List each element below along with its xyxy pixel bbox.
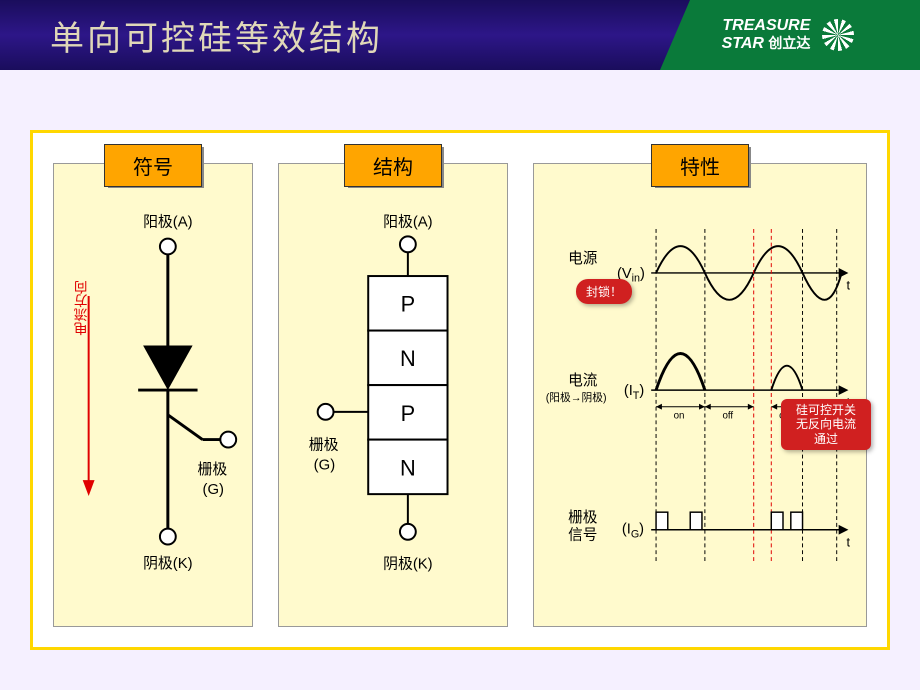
logo-text: TREASURE STAR 创立达	[722, 17, 811, 52]
panel-title: 结构	[344, 144, 442, 187]
label-current-sub: (阳极→阴极)	[546, 391, 607, 404]
cathode-label: 阴极(K)	[383, 555, 433, 572]
content-frame: 符号 符号 阳极(A) 栅极 (G) 阴极(K) 电流方向 结构 结构 阳极(A…	[30, 130, 890, 650]
logo-area: TREASURE STAR 创立达	[660, 0, 920, 70]
logo-icon	[818, 15, 858, 55]
header-bar: 单向可控硅等效结构 TREASURE STAR 创立达	[0, 0, 920, 70]
label-gate: 栅极	[568, 509, 598, 526]
gate-sym: (G)	[203, 482, 224, 498]
panel-title: 符号	[104, 144, 202, 187]
label-gate-sub: 信号	[568, 527, 597, 544]
svg-text:on: on	[674, 410, 685, 421]
svg-text:(IT): (IT)	[624, 383, 644, 402]
svg-text:P: P	[401, 292, 416, 317]
panel-title: 特性	[651, 144, 749, 187]
svg-text:t: t	[846, 535, 850, 549]
symbol-diagram: 阳极(A) 栅极 (G) 阴极(K) 电流方向	[54, 164, 252, 626]
panel-characteristics: 特性 特性 封锁！ 硅可控开关 无反向电流通过 电源 (Vin) t 电流 (阳…	[533, 163, 867, 627]
gate-label: 栅极	[198, 461, 228, 478]
anode-label: 阳极(A)	[143, 214, 193, 231]
svg-text:off: off	[722, 410, 733, 421]
callout-note: 硅可控开关 无反向电流通过	[781, 399, 871, 450]
label-current: 电流	[568, 372, 598, 389]
svg-text:N: N	[400, 455, 416, 480]
structure-diagram: 阳极(A) P N P N 栅极 (G) 阴极(K)	[279, 164, 507, 626]
cathode-label: 阴极(K)	[143, 555, 193, 572]
current-direction-label: 电流方向	[74, 280, 90, 336]
label-power: 电源	[568, 250, 598, 267]
panel-symbol: 符号 符号 阳极(A) 栅极 (G) 阴极(K) 电流方向	[53, 163, 253, 627]
gate-sym: (G)	[314, 457, 336, 473]
callout-lock: 封锁！	[576, 279, 632, 304]
anode-label: 阳极(A)	[383, 213, 433, 230]
svg-text:P: P	[401, 401, 416, 426]
panel-structure: 结构 结构 阳极(A) P N P N 栅极 (G) 阴极(K)	[278, 163, 508, 627]
svg-text:(IG): (IG)	[622, 522, 644, 541]
page-title: 单向可控硅等效结构	[50, 11, 383, 60]
svg-text:t: t	[846, 279, 850, 293]
gate-label: 栅极	[309, 437, 339, 454]
characteristic-diagram: 电源 (Vin) t 电流 (阳极→阴极) (IT) t	[534, 164, 866, 626]
svg-text:N: N	[400, 346, 416, 371]
